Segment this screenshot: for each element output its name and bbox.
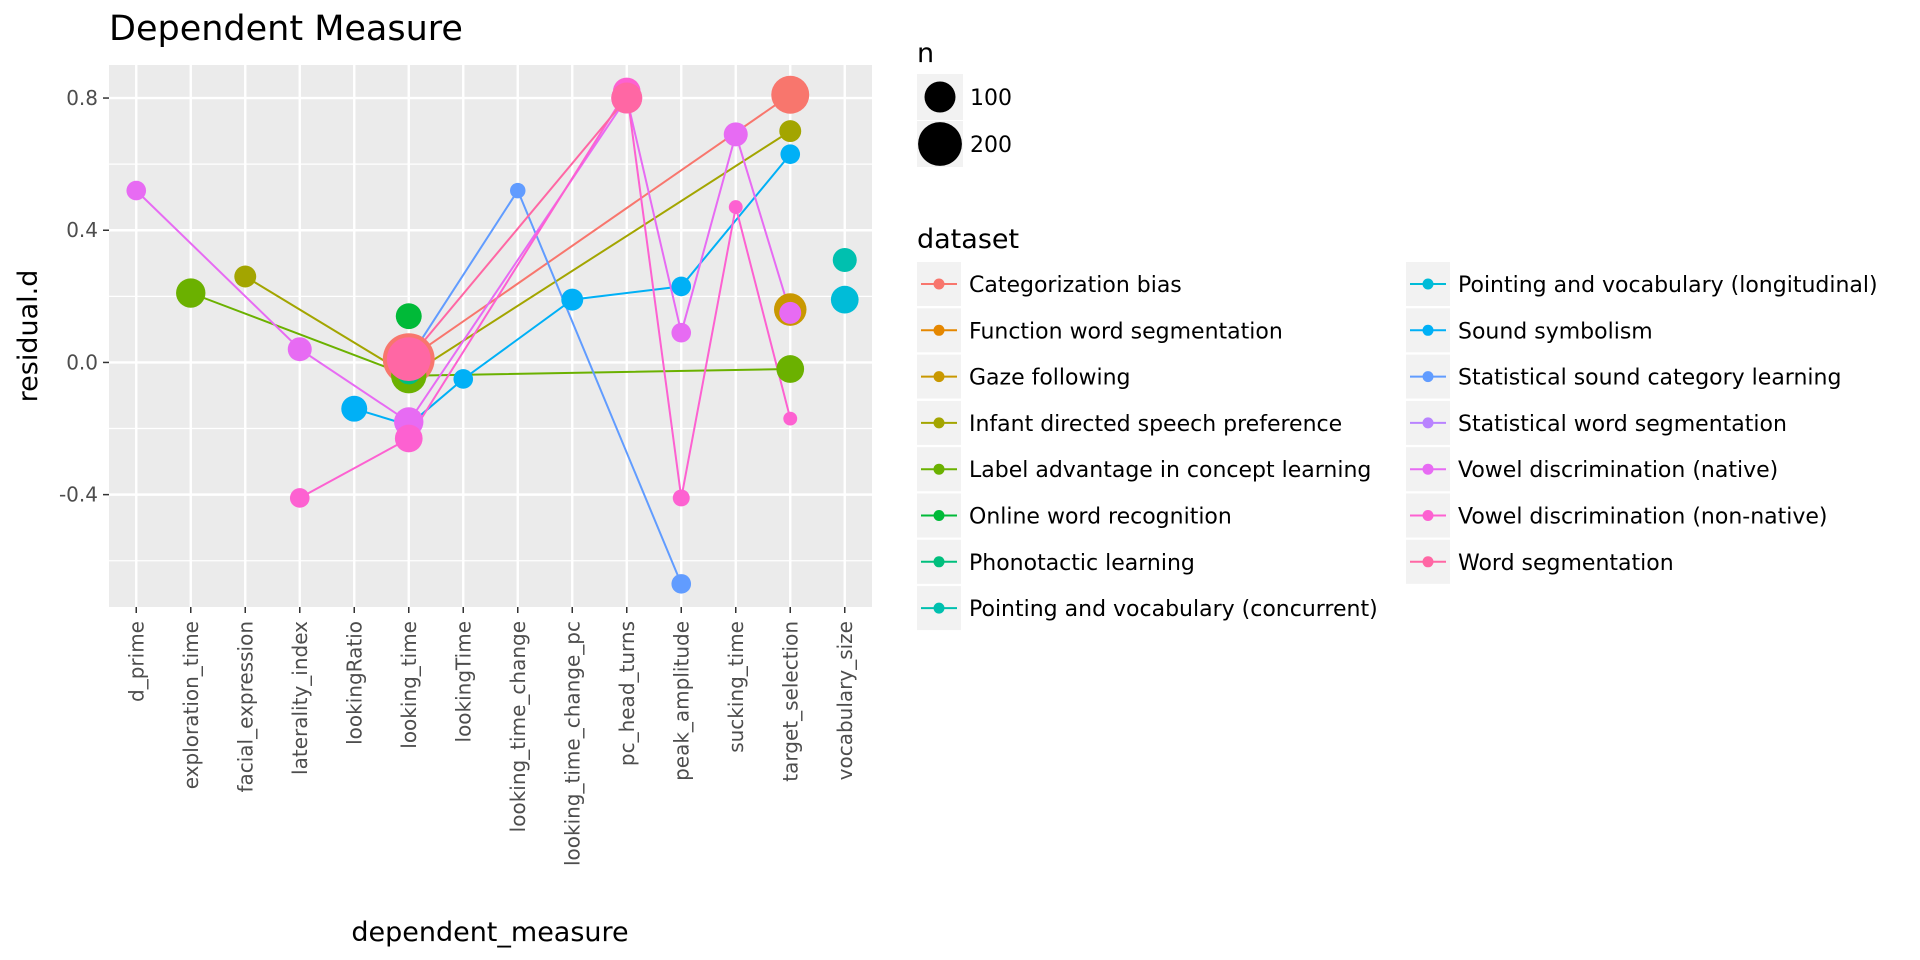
data-point-4-0 (176, 278, 206, 308)
data-point-12-4 (671, 322, 692, 343)
x-tick-label-8: looking_time_change_pc (560, 621, 584, 866)
color-legend-label-10: Statistical sound category learning (1458, 366, 1841, 391)
y-tick-label-2: 0.0 (66, 350, 98, 374)
x-axis-title: dependent_measure (351, 917, 628, 948)
x-tick-label-13: vocabulary_size (833, 621, 857, 780)
x-tick-label-7: looking_time_change (506, 621, 530, 832)
x-tick-label-11: sucking_time (724, 621, 748, 753)
data-point-13-1 (394, 424, 423, 453)
x-tick-label-10: peak_amplitude (669, 621, 693, 781)
color-legend-dot-0 (933, 278, 945, 290)
data-point-13-4 (728, 200, 743, 215)
color-legend-label-3: Infant directed speech preference (969, 412, 1342, 437)
size-legend-title: n (917, 38, 934, 69)
x-tick-label-12: target_selection (778, 621, 802, 782)
color-legend-label-12: Vowel discrimination (native) (1458, 458, 1778, 483)
data-point-13-5 (783, 411, 798, 426)
color-legend-dot-3 (933, 417, 945, 429)
color-legend-dot-9 (1422, 324, 1434, 336)
x-tick-label-0: d_prime (124, 621, 148, 702)
series-line-13 (299, 88, 792, 499)
data-point-14-1 (611, 82, 643, 114)
data-point-12-5 (723, 122, 748, 147)
data-point-12-0 (126, 180, 147, 201)
color-legend-label-8: Pointing and vocabulary (longitudinal) (1458, 273, 1878, 298)
color-legend-dot-8 (1422, 278, 1434, 290)
data-point-4-2 (776, 355, 805, 383)
color-legend-dot-1 (933, 324, 945, 336)
y-tick-label-3: -0.4 (59, 483, 98, 507)
data-point-13-0 (289, 488, 310, 508)
size-legend-label-0: 100 (970, 86, 1012, 111)
color-legend-label-13: Vowel discrimination (non-native) (1458, 505, 1828, 530)
series-points-layer (126, 75, 859, 594)
y-tick-label-1: 0.4 (66, 218, 98, 242)
x-tick-label-4: lookingRatio (342, 621, 366, 745)
size-legend: n 100 200 (917, 38, 1012, 167)
color-legend-label-9: Sound symbolism (1458, 319, 1653, 344)
y-tick-label-0: 0.8 (66, 86, 98, 110)
color-legend-label-14: Word segmentation (1458, 551, 1674, 576)
color-legend-label-5: Online word recognition (969, 505, 1232, 530)
chart-title: Dependent Measure (109, 9, 463, 49)
x-tick-label-3: laterality_index (288, 621, 312, 775)
size-legend-dot-0 (924, 81, 956, 113)
plot-panel (109, 65, 872, 607)
color-legend-dot-13 (1422, 510, 1434, 521)
color-legend-title: dataset (917, 224, 1019, 255)
color-legend-dot-5 (933, 510, 945, 521)
data-point-9-0 (341, 395, 368, 422)
x-tick-label-9: pc_head_turns (615, 621, 639, 766)
data-point-3-2 (779, 120, 802, 143)
y-axis: 0.8 0.4 0.0 -0.4 (59, 86, 109, 507)
color-legend-label-4: Label advantage in concept learning (969, 458, 1371, 483)
x-tick-label-1: exploration_time (179, 621, 203, 789)
data-point-10-2 (671, 574, 692, 594)
data-point-13-3 (672, 489, 690, 507)
color-legend-label-2: Gaze following (969, 366, 1131, 391)
data-point-9-4 (671, 276, 692, 297)
color-legend-label-11: Statistical word segmentation (1458, 412, 1787, 437)
data-point-8-0 (830, 285, 859, 314)
color-legend: dataset Categorization bias Function word… (917, 224, 1878, 631)
color-legend-dot-11 (1422, 417, 1434, 429)
color-legend-label-6: Phonotactic learning (969, 551, 1195, 576)
data-point-3-0 (234, 265, 257, 288)
data-point-12-1 (287, 337, 312, 362)
color-legend-dot-12 (1422, 463, 1434, 475)
data-point-0-1 (771, 75, 810, 114)
x-axis: d_prime exploration_time facial_expression… (124, 607, 857, 866)
x-tick-label-2: facial_expression (233, 621, 257, 793)
size-legend-dot-1 (918, 122, 962, 166)
data-point-7-0 (832, 247, 857, 272)
data-point-5-0 (395, 303, 422, 330)
y-axis-title: residual.d (13, 270, 44, 403)
data-point-9-3 (561, 288, 584, 311)
color-legend-label-1: Function word segmentation (969, 319, 1283, 344)
color-legend-dot-6 (933, 556, 945, 568)
color-legend-label-7: Pointing and vocabulary (concurrent) (969, 597, 1378, 622)
color-legend-dot-7 (933, 602, 945, 614)
color-legend-dot-4 (933, 463, 945, 475)
color-legend-dot-10 (1422, 371, 1434, 383)
color-legend-dot-2 (933, 371, 945, 383)
size-legend-label-1: 200 (970, 133, 1012, 158)
x-tick-label-5: looking_time (397, 621, 421, 749)
color-legend-label-0: Categorization bias (969, 273, 1182, 298)
data-point-9-5 (780, 144, 801, 165)
series-line-14 (408, 97, 628, 360)
data-point-14-0 (386, 337, 431, 382)
data-point-10-1 (510, 182, 526, 199)
data-point-12-6 (779, 301, 802, 324)
x-tick-label-6: lookingTime (451, 621, 475, 742)
data-point-9-2 (453, 369, 474, 389)
color-legend-dot-14 (1422, 556, 1434, 568)
